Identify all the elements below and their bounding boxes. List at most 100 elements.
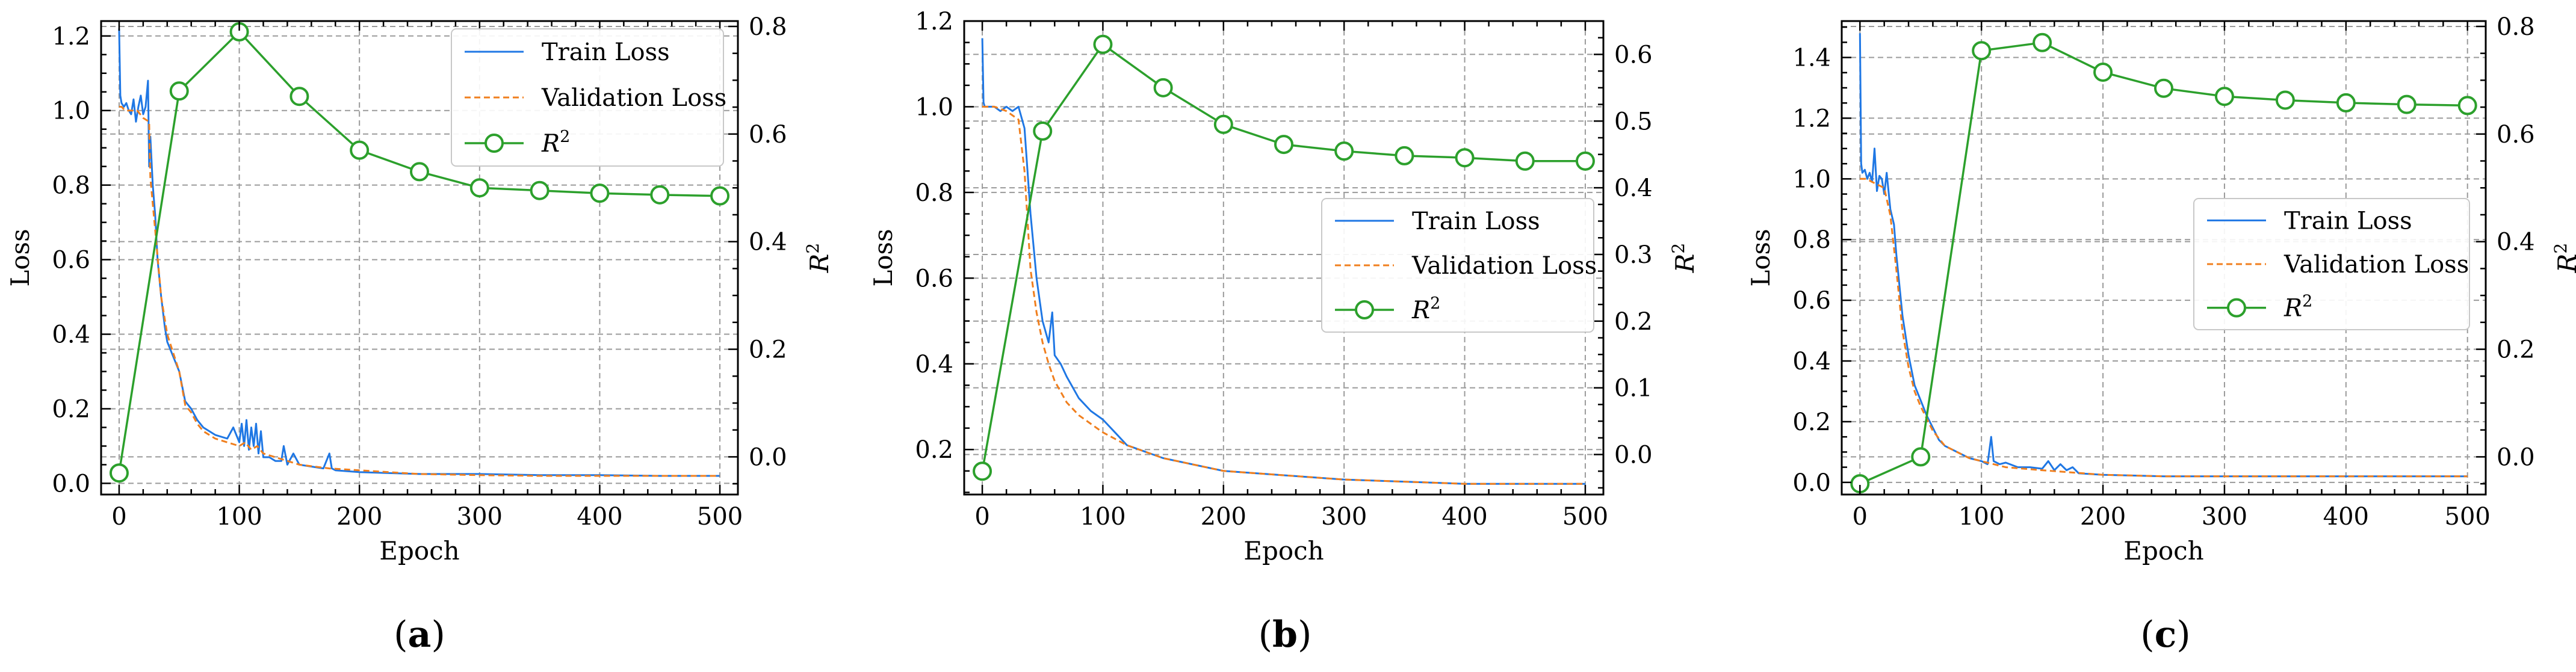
y2-axis-label-main: R (805, 254, 834, 274)
r2-marker (2397, 94, 2417, 114)
caption-paren-open: ( (2140, 614, 2154, 656)
r2-marker (1033, 121, 1053, 141)
r2-marker (1575, 151, 1595, 171)
legend-box (451, 28, 724, 167)
legend-label-r2: R2 (2283, 292, 2312, 322)
y-tick-label: 0.2 (52, 395, 90, 423)
y-tick-label: 0.0 (1792, 469, 1831, 497)
y-tick-label: 0.2 (1792, 408, 1831, 436)
y-tick-label: 1.2 (915, 8, 953, 35)
y-tick-label: 1.0 (915, 93, 953, 121)
y2-tick-label: 0.0 (749, 443, 787, 471)
y-tick-label: 0.8 (1792, 226, 1831, 254)
y-tick-label: 0.6 (52, 247, 90, 274)
y2-axis-label-sup: 2 (2551, 243, 2571, 254)
r2-marker (973, 461, 992, 481)
y2-axis-label-sup: 2 (803, 243, 823, 254)
x-tick-label: 400 (1441, 503, 1487, 531)
y2-tick-label: 0.5 (1614, 108, 1653, 135)
plot-frame (100, 20, 739, 496)
r2-marker (1911, 447, 1931, 467)
x-tick-label: 300 (457, 503, 503, 531)
r2-marker (2093, 62, 2113, 82)
y-tick-label: 0.4 (1792, 348, 1831, 375)
legend-r2-sup: 2 (2302, 292, 2312, 311)
x-tick-label: 300 (1321, 503, 1367, 531)
legend-box (2193, 198, 2470, 330)
y2-tick-label: 0.2 (749, 336, 787, 364)
caption-paren-close: ) (1298, 614, 1311, 656)
y-tick-label: 0.0 (52, 470, 90, 498)
legend-marker-r2 (1355, 300, 1374, 319)
r2-marker (2336, 93, 2356, 113)
caption-letter: a (408, 614, 432, 656)
legend-label-val: Validation Loss (1411, 252, 1597, 280)
x-tick-label: 200 (1201, 503, 1246, 531)
legend-label-val: Validation Loss (2283, 251, 2469, 279)
x-tick-label: 300 (2202, 503, 2247, 531)
x-tick-label: 0 (974, 503, 989, 531)
ticks (964, 21, 1603, 495)
r2-marker (2457, 96, 2477, 116)
chart-b: 0 100 200 300 400 500 0.2 0.4 0.6 0.8 1.0 1.2 0.0 0.1… (868, 8, 1700, 656)
legend-marker-r2 (485, 134, 504, 153)
caption-paren-close: ) (431, 614, 445, 656)
y-tick-label: 0.4 (915, 351, 953, 378)
legend-box (1321, 198, 1594, 333)
y-axis-label: Loss (5, 229, 35, 286)
legend-label-val: Validation Loss (541, 84, 726, 112)
validation-loss-line (982, 105, 1585, 485)
r2-marker (169, 81, 189, 101)
caption-paren-open: ( (1259, 614, 1272, 656)
y-tick-label: 1.4 (1792, 45, 1831, 72)
panel-caption: (b) (1259, 614, 1312, 656)
y2-tick-label: 0.1 (1614, 375, 1653, 402)
caption-paren-open: ( (394, 614, 407, 656)
chart-a: 0 100 200 300 400 500 0.0 0.2 0.4 0.6 0.8 1.0 1.2 0.0… (5, 13, 834, 656)
y-axis-label: Loss (868, 229, 898, 286)
r2-marker (590, 183, 610, 203)
y-tick-label: 0.6 (915, 265, 953, 292)
train-loss-line (118, 28, 720, 477)
r2-marker (1213, 114, 1233, 134)
y2-tick-label: 0.6 (1614, 41, 1653, 69)
caption-letter: b (1272, 614, 1298, 656)
y2-tick-label: 0.8 (749, 13, 787, 41)
panel-caption: (c) (2140, 614, 2190, 656)
r2-marker (109, 463, 129, 483)
legend-r2-main: R (541, 130, 560, 158)
r2-marker (469, 178, 489, 198)
plot-frame (963, 20, 1605, 496)
legend: Train Loss Validation Loss R2 (1321, 198, 1597, 333)
legend: Train Loss Validation Loss R2 (451, 28, 726, 167)
r2-marker (1515, 151, 1535, 171)
ticks (1842, 21, 2486, 495)
y-tick-label: 1.0 (1792, 165, 1831, 193)
legend-marker-r2 (2227, 298, 2246, 318)
y2-axis-label-sup: 2 (1668, 243, 1688, 254)
legend-label-r2: R2 (1411, 294, 1440, 324)
x-tick-label: 500 (697, 503, 743, 531)
r2-marker (289, 87, 309, 106)
r2-marker (650, 185, 670, 205)
y2-tick-label: 0.4 (1614, 174, 1653, 202)
y2-axis-label-main: R (2553, 254, 2576, 274)
y2-axis-label: R2 (1668, 243, 1700, 273)
y2-axis-label: R2 (2551, 243, 2576, 273)
y-tick-label: 0.4 (52, 321, 90, 349)
y2-tick-label: 0.0 (2497, 443, 2535, 471)
r2-marker (1455, 148, 1475, 168)
r2-marker (530, 180, 550, 200)
legend-label-r2: R2 (541, 128, 570, 158)
legend-label-train: Train Loss (542, 39, 670, 66)
y2-tick-label: 0.4 (749, 229, 787, 256)
caption-letter: c (2155, 614, 2177, 656)
legend-r2-sup: 2 (1430, 294, 1440, 313)
r2-marker (350, 140, 370, 160)
x-tick-label: 500 (2445, 503, 2491, 531)
panel-caption: (a) (394, 614, 445, 656)
validation-loss-line (119, 106, 720, 477)
r2-marker (1972, 41, 1992, 61)
y-tick-label: 0.2 (915, 436, 953, 464)
r2-marker (2033, 32, 2052, 52)
